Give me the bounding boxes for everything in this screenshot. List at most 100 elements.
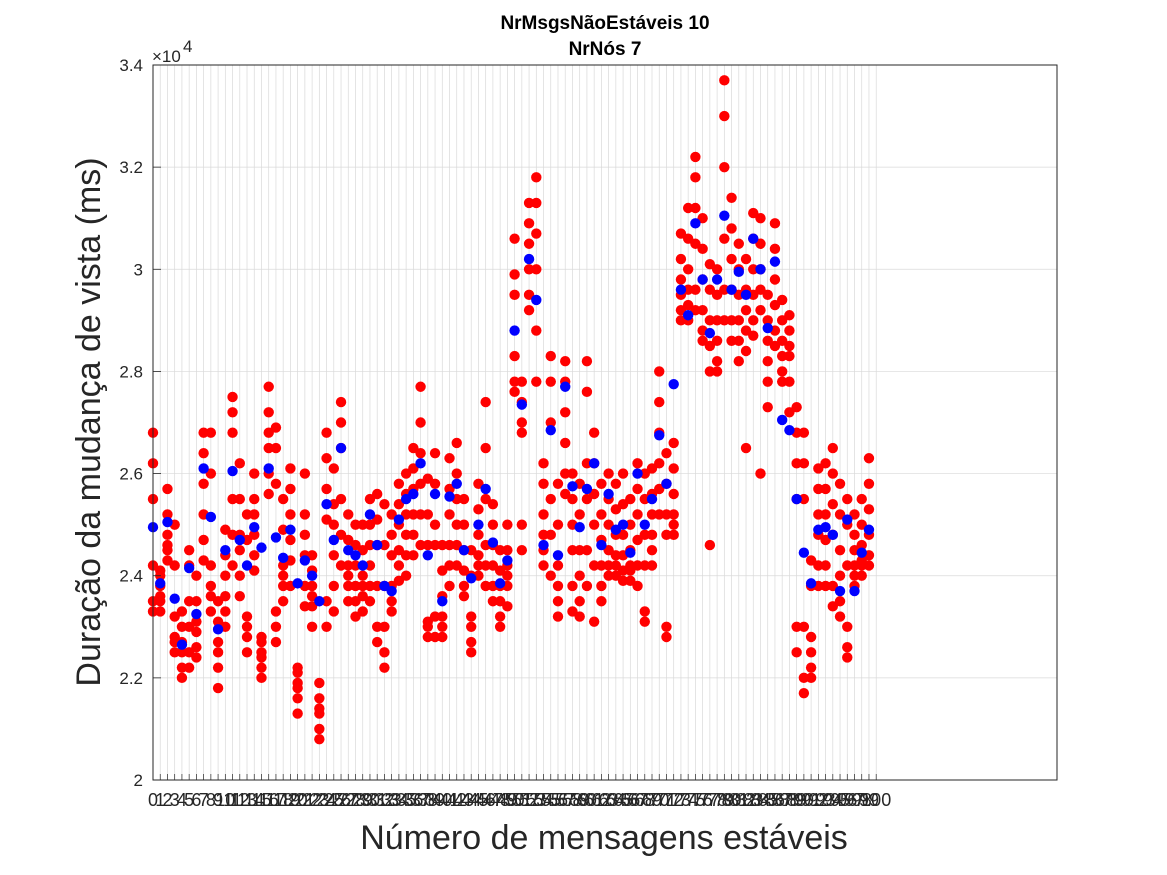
mean-point [784, 424, 795, 436]
x-tick-label: 57 [555, 790, 575, 810]
sample-point [473, 560, 484, 571]
sample-point [661, 509, 672, 520]
sample-point [466, 611, 477, 622]
sample-point [552, 611, 564, 622]
sample-point [719, 284, 730, 295]
sample-point [617, 468, 629, 479]
x-tick-label: 26 [331, 790, 351, 810]
sample-point [755, 284, 766, 295]
sample-point [661, 631, 672, 643]
sample-point [321, 483, 332, 495]
sample-point [842, 642, 853, 653]
sample-point [227, 391, 238, 403]
x-tick-label: 89 [787, 790, 807, 810]
x-tick-label: 92 [808, 790, 828, 810]
sample-point [625, 493, 636, 505]
sample-point [748, 330, 759, 341]
sample-point [198, 447, 209, 459]
x-tick-label: 79 [714, 790, 734, 810]
sample-point [769, 274, 781, 285]
sample-point [480, 560, 491, 571]
sample-point [270, 478, 282, 489]
sample-point [162, 544, 173, 556]
x-tick-label: 5 [184, 790, 194, 810]
sample-point [704, 284, 716, 295]
sample-point [321, 514, 332, 525]
sample-point [603, 519, 614, 530]
x-tick-label: 62 [591, 790, 611, 810]
mean-point [740, 289, 752, 301]
sample-point [249, 509, 260, 520]
sample-point [531, 325, 542, 336]
sample-point [263, 442, 274, 454]
sample-point [205, 468, 217, 479]
sample-point [769, 218, 781, 229]
sample-point [422, 621, 434, 632]
sample-point [769, 340, 781, 352]
sample-point [820, 580, 831, 592]
sample-point [538, 458, 549, 469]
sample-point [682, 202, 694, 214]
sample-point [726, 335, 737, 346]
sample-point [834, 544, 846, 556]
sample-point [198, 427, 209, 438]
sample-point [473, 550, 484, 561]
mean-point [596, 539, 607, 551]
x-tick-label: 60 [577, 790, 597, 810]
sample-point [545, 417, 556, 428]
x-tick-label: 87 [772, 790, 792, 810]
mean-point [574, 521, 585, 533]
x-tick-label: 67 [628, 790, 648, 810]
x-tick-label: 33 [382, 790, 402, 810]
sample-point [371, 621, 383, 632]
sample-point [748, 289, 759, 301]
sample-point [762, 315, 773, 326]
sample-point [343, 570, 354, 581]
sample-point [581, 544, 593, 556]
sample-point [176, 672, 188, 684]
sample-point [335, 396, 347, 408]
x-tick-label: 35 [396, 790, 416, 810]
sample-point [704, 539, 716, 551]
sample-point [328, 519, 339, 530]
x-tick-label: 11 [223, 790, 242, 810]
sample-point [610, 504, 622, 515]
x-tick-label: 1 [155, 790, 165, 810]
x-tick-label: 6 [191, 790, 201, 810]
sample-point [220, 570, 231, 581]
x-tick-label: 8 [206, 790, 216, 810]
sample-point [574, 544, 585, 556]
sample-point [668, 437, 679, 449]
mean-point [646, 493, 658, 505]
sample-point [408, 463, 419, 474]
x-tick-label: 95 [830, 790, 850, 810]
sample-point [212, 682, 224, 694]
sample-point [386, 509, 397, 520]
x-tick-label: 25 [324, 790, 344, 810]
sample-point [371, 514, 383, 525]
sample-point [762, 401, 773, 413]
sample-point [256, 662, 267, 673]
sample-point [625, 575, 636, 587]
sample-point [560, 488, 571, 500]
sample-point [227, 427, 238, 438]
sample-point [726, 192, 737, 203]
sample-point [502, 544, 513, 556]
sample-point [393, 560, 405, 571]
sample-point [292, 667, 303, 678]
sample-point [256, 652, 267, 663]
sample-point [748, 207, 759, 219]
mean-point [538, 539, 549, 551]
sample-point [429, 478, 441, 489]
x-tick-label: 68 [635, 790, 655, 810]
sample-point [531, 264, 542, 275]
sample-point [191, 642, 202, 653]
x-tick-label: 84 [750, 790, 770, 810]
sample-point [415, 417, 426, 428]
mean-point [176, 639, 188, 650]
sample-point [220, 606, 231, 617]
sample-point [357, 590, 368, 602]
sample-point [682, 299, 694, 311]
sample-point [494, 611, 506, 622]
sample-point [762, 356, 773, 367]
